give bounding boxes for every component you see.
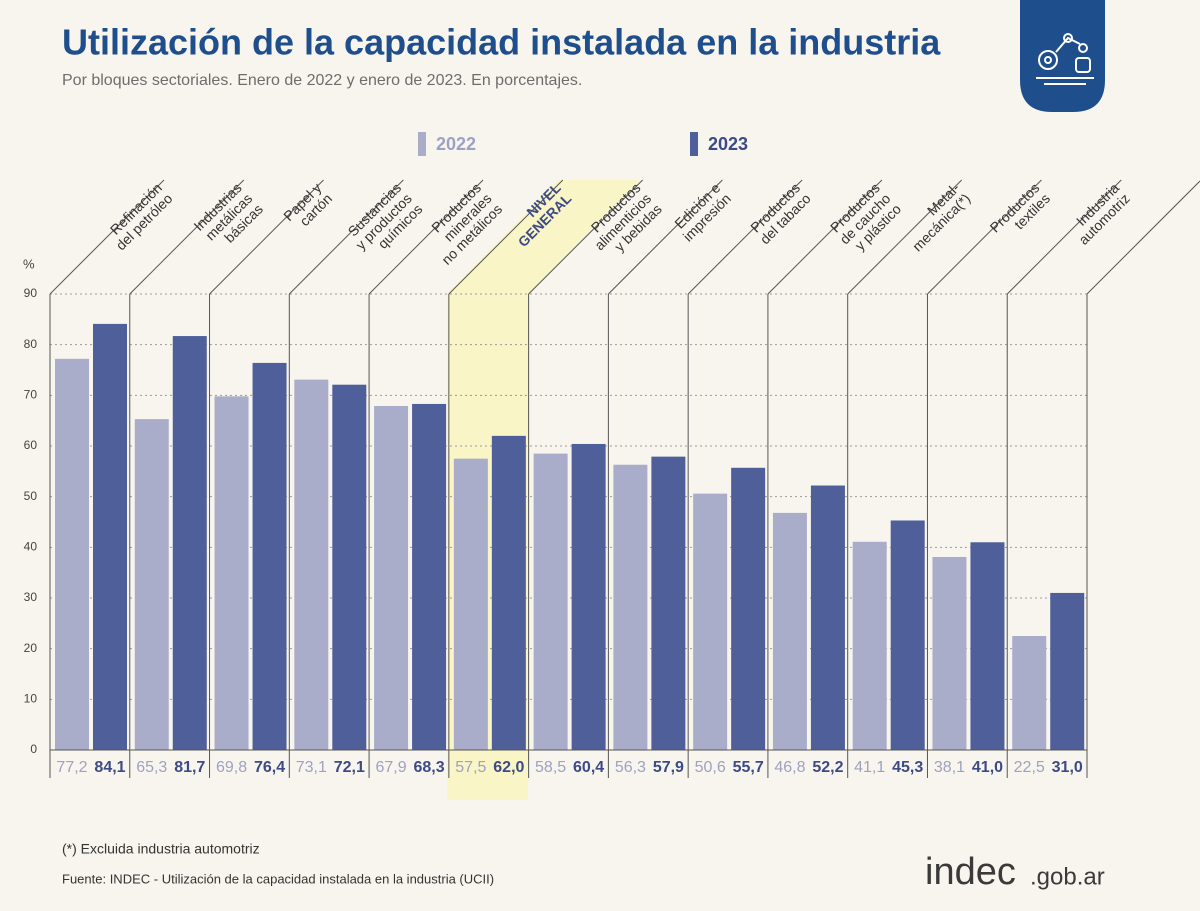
label-leader: [49, 179, 165, 295]
bar: [1050, 592, 1085, 750]
value-label: 73,1: [296, 759, 327, 776]
value-label: 55,7: [733, 759, 764, 776]
y-axis-label: %: [23, 256, 35, 271]
y-tick-label: 70: [24, 388, 38, 402]
y-tick-label: 0: [30, 742, 37, 756]
label-leader: [767, 179, 883, 295]
value-label: 31,0: [1052, 759, 1083, 776]
legend-swatch: [418, 132, 426, 156]
chart-title: Utilización de la capacidad instalada en…: [62, 22, 941, 63]
label-leader: [288, 179, 404, 295]
value-label: 58,5: [535, 759, 566, 776]
footnote: (*) Excluida industria automotriz: [62, 841, 260, 857]
bar: [810, 485, 845, 750]
bar: [970, 542, 1005, 750]
source: Fuente: INDEC - Utilización de la capaci…: [62, 871, 494, 886]
value-label: 22,5: [1014, 759, 1045, 776]
bar: [412, 403, 447, 750]
value-label: 50,6: [695, 759, 726, 776]
value-label: 57,5: [455, 759, 486, 776]
y-tick-label: 50: [24, 489, 38, 503]
value-label: 57,9: [653, 759, 684, 776]
value-label: 84,1: [94, 759, 125, 776]
bar: [214, 396, 249, 750]
bar: [1012, 636, 1047, 750]
bar: [571, 443, 606, 750]
bar: [932, 556, 967, 750]
label-leader: [368, 179, 484, 295]
value-label: 52,2: [812, 759, 843, 776]
y-tick-label: 90: [24, 286, 38, 300]
y-tick-label: 30: [24, 590, 38, 604]
label-leader: [209, 179, 324, 295]
bar: [651, 456, 686, 750]
bar: [294, 379, 329, 750]
bar: [731, 467, 766, 750]
value-label: 72,1: [334, 759, 365, 776]
bar: [55, 358, 89, 750]
x-tick-label: Sustanciasy productosquímicos: [342, 179, 426, 263]
label-leader: [927, 179, 1042, 295]
value-label: 76,4: [254, 759, 285, 776]
bar: [172, 336, 207, 750]
bar: [613, 464, 648, 750]
y-tick-label: 20: [24, 641, 38, 655]
bar: [93, 323, 127, 750]
value-label: 60,4: [573, 759, 604, 776]
brand-domain: .gob.ar: [1030, 863, 1105, 890]
value-label: 65,3: [136, 759, 167, 776]
bar: [374, 405, 409, 750]
bar: [332, 384, 367, 750]
value-label: 46,8: [774, 759, 805, 776]
y-tick-label: 80: [24, 337, 38, 351]
label-leader: [1006, 179, 1122, 295]
value-label: 77,2: [56, 759, 87, 776]
bar: [852, 541, 887, 750]
y-tick-label: 60: [24, 438, 38, 452]
value-label: 62,0: [493, 759, 524, 776]
value-label: 68,3: [414, 759, 445, 776]
logo-badge: [1020, 0, 1105, 112]
legend-label: 2023: [708, 134, 748, 154]
label-leader: [608, 179, 723, 295]
label-leader: [129, 179, 245, 295]
value-label: 69,8: [216, 759, 247, 776]
value-label: 81,7: [174, 759, 205, 776]
value-label: 56,3: [615, 759, 646, 776]
value-label: 41,0: [972, 759, 1003, 776]
bar: [252, 362, 287, 750]
logo: [1020, 0, 1105, 112]
brand-name: indec: [925, 851, 1016, 893]
logo-icon: [1036, 33, 1094, 85]
value-label: 45,3: [892, 759, 923, 776]
bar: [134, 419, 169, 750]
value-label: 38,1: [934, 759, 965, 776]
label-leader: [687, 179, 803, 295]
label-leader: [847, 179, 963, 295]
y-tick-label: 40: [24, 540, 38, 554]
y-tick-label: 10: [24, 692, 38, 706]
bar: [693, 493, 728, 750]
label-leader: [1086, 180, 1200, 295]
bar: [453, 458, 488, 750]
value-label: 41,1: [854, 759, 885, 776]
bar: [772, 512, 807, 750]
bar: [533, 453, 568, 750]
legend-label: 2022: [436, 134, 476, 154]
bar: [491, 435, 526, 750]
chart-subtitle: Por bloques sectoriales. Enero de 2022 y…: [62, 72, 582, 89]
label-leader: [448, 179, 564, 295]
bar: [890, 520, 925, 750]
legend-swatch: [690, 132, 698, 156]
label-leader: [528, 179, 643, 295]
value-label: 67,9: [376, 759, 407, 776]
